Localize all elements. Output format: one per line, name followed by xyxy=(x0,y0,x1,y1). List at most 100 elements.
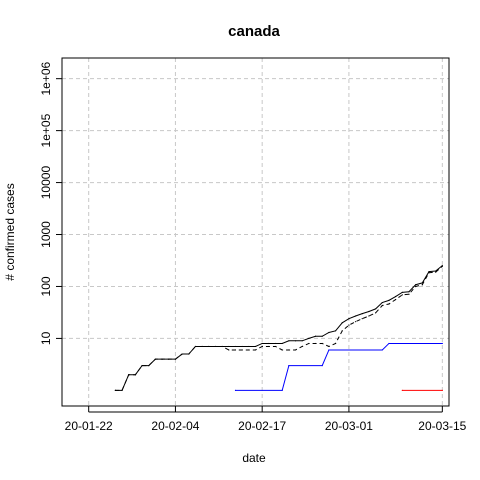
data-point-series-1 xyxy=(281,342,283,345)
data-point-series-2 xyxy=(321,342,323,345)
data-point-series-1 xyxy=(395,295,397,298)
y-tick-label: 1e+05 xyxy=(39,113,53,147)
data-point-series-1 xyxy=(361,313,363,315)
series-line-1 xyxy=(115,265,443,391)
data-point-series-1 xyxy=(274,342,277,345)
data-point-series-2 xyxy=(308,342,310,345)
data-point-series-2 xyxy=(274,345,277,348)
data-point-series-3 xyxy=(388,342,390,345)
data-point-series-2 xyxy=(208,345,210,348)
data-point-series-2 xyxy=(421,284,423,286)
data-point-series-2 xyxy=(234,349,237,351)
data-point-series-2 xyxy=(328,345,330,348)
data-point-series-2 xyxy=(341,330,343,332)
data-point-series-2 xyxy=(181,353,183,355)
data-point-series-1 xyxy=(288,340,290,342)
data-point-series-2 xyxy=(114,389,116,391)
x-tick-label: 20-02-04 xyxy=(151,419,199,433)
data-point-series-1 xyxy=(415,284,417,286)
series-line-2 xyxy=(115,266,443,391)
data-point-series-3 xyxy=(321,364,323,367)
data-point-series-3 xyxy=(328,349,330,351)
data-point-series-1 xyxy=(254,345,257,348)
y-tick-label: 100 xyxy=(39,276,53,296)
data-point-series-2 xyxy=(194,345,197,348)
data-point-series-1 xyxy=(341,322,343,324)
data-point-series-1 xyxy=(401,291,403,293)
data-point-series-2 xyxy=(348,324,350,326)
x-tick-label: 20-02-17 xyxy=(238,419,286,433)
data-point-series-2 xyxy=(221,345,223,348)
data-point-series-2 xyxy=(141,364,143,367)
data-point-series-2 xyxy=(134,374,136,376)
data-point-series-1 xyxy=(234,345,237,348)
data-point-series-2 xyxy=(121,389,123,391)
data-point-series-2 xyxy=(368,315,370,317)
data-point-series-2 xyxy=(214,345,217,348)
data-point-series-1 xyxy=(241,345,243,348)
data-point-series-4 xyxy=(441,389,443,391)
data-point-series-2 xyxy=(388,303,390,305)
grid-layer xyxy=(62,58,449,406)
data-point-series-2 xyxy=(161,358,163,360)
data-point-series-2 xyxy=(154,358,157,360)
data-point-series-2 xyxy=(288,349,290,351)
data-point-series-2 xyxy=(395,298,397,301)
data-point-series-3 xyxy=(281,389,283,391)
chart-title: canada xyxy=(228,23,280,40)
data-point-series-3 xyxy=(288,364,290,367)
data-point-series-1 xyxy=(268,342,270,345)
data-point-series-2 xyxy=(174,358,177,360)
data-point-series-1 xyxy=(348,318,350,320)
series-layer xyxy=(114,265,443,391)
data-point-series-2 xyxy=(241,349,243,351)
data-point-series-2 xyxy=(128,374,130,376)
data-point-series-2 xyxy=(168,358,170,360)
data-point-series-2 xyxy=(401,294,403,296)
data-point-series-2 xyxy=(188,353,190,355)
x-tick-label: 20-01-22 xyxy=(65,419,113,433)
data-point-series-1 xyxy=(375,308,377,310)
data-point-series-2 xyxy=(268,345,270,348)
data-point-series-2 xyxy=(261,345,263,348)
y-tick-label: 1000 xyxy=(39,221,53,248)
data-point-series-4 xyxy=(401,389,403,391)
data-point-series-2 xyxy=(354,321,357,323)
data-point-series-1 xyxy=(408,291,410,293)
data-point-series-1 xyxy=(381,301,383,304)
series-line-3 xyxy=(235,342,443,391)
data-point-series-1 xyxy=(368,310,370,313)
data-point-series-1 xyxy=(321,335,323,337)
data-point-series-2 xyxy=(228,349,230,351)
data-point-series-2 xyxy=(201,345,203,348)
data-point-series-1 xyxy=(314,335,317,337)
x-axis-label: date xyxy=(242,451,266,465)
data-point-series-2 xyxy=(301,345,303,348)
data-point-series-1 xyxy=(301,340,303,342)
data-point-series-1 xyxy=(228,345,230,348)
data-point-series-3 xyxy=(441,342,443,345)
data-point-series-1 xyxy=(248,345,250,348)
data-point-series-1 xyxy=(441,265,443,267)
data-point-series-2 xyxy=(254,349,257,351)
y-tick-label: 10 xyxy=(39,331,53,345)
data-point-series-1 xyxy=(388,299,390,301)
data-point-series-1 xyxy=(261,342,263,345)
data-point-series-1 xyxy=(308,337,310,340)
x-tick-label: 20-03-01 xyxy=(325,419,373,433)
data-point-series-1 xyxy=(428,271,430,273)
y-axis: 10 100 1000 10000 1e+05 1e+06 xyxy=(39,61,62,345)
data-point-series-1 xyxy=(328,331,330,334)
data-point-series-2 xyxy=(428,272,430,274)
y-tick-label: 10000 xyxy=(39,166,53,200)
x-axis: 20-01-22 20-02-04 20-02-17 20-03-01 20-03-15 xyxy=(65,406,467,433)
data-point-series-1 xyxy=(294,340,297,342)
data-point-series-2 xyxy=(314,342,317,345)
data-point-series-2 xyxy=(248,349,250,351)
data-point-series-2 xyxy=(375,312,377,314)
data-point-series-2 xyxy=(294,349,297,351)
data-point-series-2 xyxy=(148,364,150,367)
data-point-series-3 xyxy=(381,349,383,351)
